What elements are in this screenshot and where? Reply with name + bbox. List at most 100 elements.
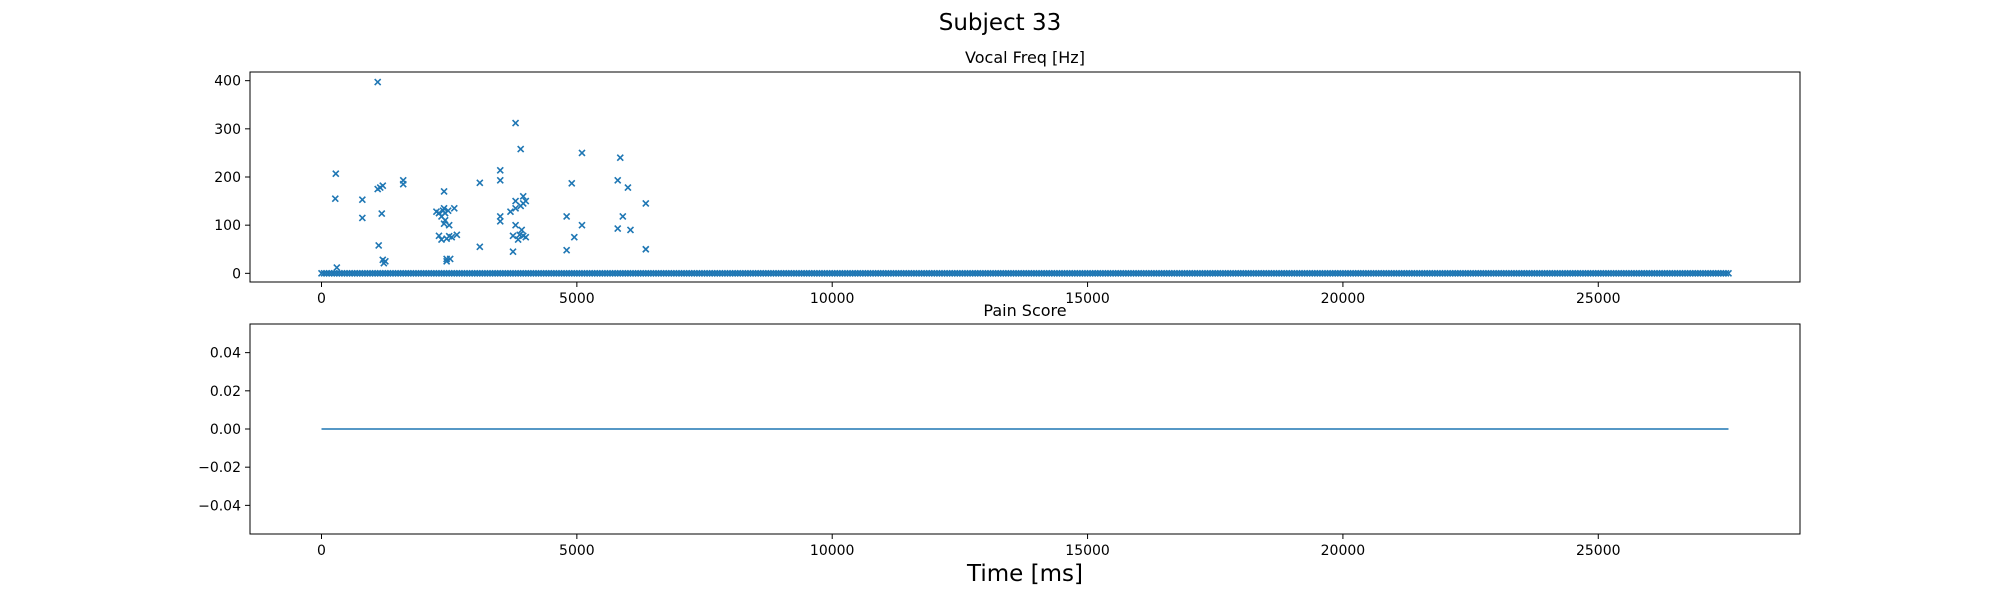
marker-stroke bbox=[1722, 269, 1730, 277]
marker-stroke bbox=[506, 208, 515, 216]
scatter-point bbox=[381, 257, 389, 265]
scatter-point bbox=[496, 176, 504, 184]
y-tick-label: 0 bbox=[232, 266, 241, 282]
scatter-point bbox=[514, 236, 522, 244]
marker-stroke bbox=[476, 179, 484, 187]
y-tick-label: −0.02 bbox=[198, 460, 241, 476]
x-tick-label: 25000 bbox=[1576, 291, 1621, 307]
marker-stroke bbox=[624, 184, 632, 192]
scatter-point bbox=[512, 221, 520, 229]
scatter-point bbox=[399, 180, 407, 188]
x-tick-label: 15000 bbox=[1065, 291, 1110, 307]
pain-score-y-ticks: −0.04 −0.02 0.00 0.02 0.04 bbox=[198, 346, 250, 514]
scatter-point bbox=[616, 154, 624, 162]
vocal-freq-title: Vocal Freq [Hz] bbox=[965, 48, 1085, 67]
scatter-point bbox=[445, 221, 453, 229]
x-tick-label: 20000 bbox=[1321, 291, 1366, 307]
marker-stroke bbox=[518, 226, 526, 234]
marker-stroke bbox=[578, 221, 586, 229]
marker-stroke bbox=[453, 231, 461, 239]
marker-stroke bbox=[512, 119, 520, 127]
y-tick-label: 0.02 bbox=[210, 384, 241, 400]
marker-stroke bbox=[435, 232, 443, 240]
x-tick-label: 10000 bbox=[810, 291, 855, 307]
scatter-point bbox=[509, 248, 517, 256]
marker-stroke bbox=[509, 248, 517, 256]
marker-stroke bbox=[379, 182, 387, 190]
figure-suptitle: Subject 33 bbox=[939, 10, 1062, 36]
scatter-point bbox=[331, 195, 339, 203]
y-tick-label: 0.04 bbox=[210, 346, 241, 362]
x-tick-label: 0 bbox=[317, 543, 326, 559]
marker-stroke bbox=[476, 243, 484, 251]
marker-stroke bbox=[358, 214, 366, 222]
pain-score-axes: Pain Score 0 5000 10000 15000 20000 25000 −0.… bbox=[198, 301, 1801, 559]
marker-stroke bbox=[378, 210, 386, 218]
marker-stroke bbox=[1724, 269, 1733, 277]
marker-stroke bbox=[445, 232, 453, 240]
scatter-point bbox=[626, 226, 635, 234]
scatter-point bbox=[512, 119, 520, 127]
marker-stroke bbox=[450, 204, 458, 212]
y-tick-label: 200 bbox=[214, 170, 241, 186]
vocal-freq-axes: Vocal Freq [Hz] 0 5000 10000 15000 20000 2500… bbox=[214, 48, 1801, 307]
marker-stroke bbox=[519, 192, 527, 200]
pain-score-title: Pain Score bbox=[983, 301, 1066, 320]
marker-stroke bbox=[568, 179, 576, 187]
scatter-point bbox=[518, 226, 526, 234]
scatter-point bbox=[332, 170, 340, 178]
x-tick-label: 5000 bbox=[559, 543, 595, 559]
marker-stroke bbox=[437, 236, 446, 244]
scatter-point bbox=[1724, 269, 1733, 277]
marker-stroke bbox=[358, 196, 366, 204]
marker-stroke bbox=[375, 241, 383, 249]
scatter-point bbox=[509, 232, 517, 240]
scatter-point bbox=[440, 187, 448, 196]
marker-stroke bbox=[616, 154, 624, 162]
scatter-point bbox=[450, 204, 458, 212]
marker-stroke bbox=[516, 231, 524, 239]
scatter-point bbox=[435, 232, 443, 240]
marker-stroke bbox=[512, 221, 520, 229]
scatter-point bbox=[570, 233, 578, 241]
scatter-point bbox=[619, 212, 627, 221]
marker-stroke bbox=[332, 170, 340, 178]
scatter-point bbox=[476, 179, 484, 187]
marker-stroke bbox=[448, 233, 456, 241]
scatter-point bbox=[496, 166, 504, 174]
scatter-point bbox=[496, 217, 504, 225]
scatter-point bbox=[624, 184, 632, 192]
scatter-point bbox=[358, 196, 366, 204]
x-tick-label: 10000 bbox=[810, 543, 855, 559]
scatter-point bbox=[1722, 269, 1730, 277]
marker-stroke bbox=[441, 216, 449, 224]
marker-stroke bbox=[512, 204, 520, 212]
vocal-freq-scatter-points bbox=[331, 78, 650, 272]
marker-stroke bbox=[399, 180, 407, 188]
scatter-point bbox=[443, 257, 451, 265]
marker-stroke bbox=[512, 197, 520, 205]
scatter-point bbox=[614, 224, 622, 233]
marker-stroke bbox=[626, 226, 635, 234]
scatter-point bbox=[614, 176, 622, 184]
x-tick-label: 0 bbox=[317, 291, 326, 307]
scatter-point bbox=[476, 243, 484, 251]
y-tick-label: 0.00 bbox=[210, 422, 241, 438]
scatter-point bbox=[379, 182, 387, 190]
scatter-point bbox=[578, 221, 586, 229]
vocal-freq-frame bbox=[249, 71, 1801, 283]
scatter-point bbox=[519, 192, 527, 200]
marker-stroke bbox=[614, 224, 622, 233]
marker-stroke bbox=[522, 233, 530, 241]
marker-stroke bbox=[563, 212, 571, 221]
scatter-point bbox=[453, 231, 461, 239]
x-tick-label: 15000 bbox=[1065, 543, 1110, 559]
scatter-point bbox=[374, 78, 382, 86]
marker-stroke bbox=[496, 217, 504, 225]
scatter-point bbox=[522, 233, 530, 241]
y-tick-label: 400 bbox=[214, 74, 241, 90]
marker-stroke bbox=[517, 145, 525, 153]
scatter-point bbox=[522, 197, 530, 205]
marker-stroke bbox=[331, 195, 339, 203]
